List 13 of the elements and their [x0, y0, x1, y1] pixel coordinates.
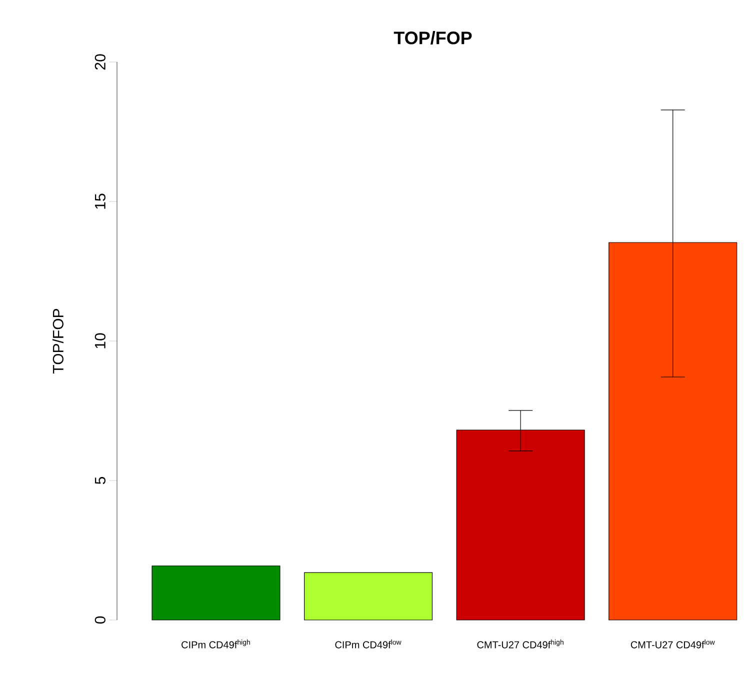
x-tick-label: CMT-U27 CD49f$^{low}$ [630, 640, 715, 648]
x-tick-label: CMT-U27 CD49f$^{high}$ [477, 640, 564, 648]
y-axis-title: TOP/FOP [52, 309, 64, 374]
y-tick-label: 10 [94, 333, 106, 348]
x-tick-label: CIPm CD49f$^{high}$ [182, 640, 250, 648]
bar [152, 566, 280, 620]
bar [304, 572, 433, 620]
y-tick-label: 0 [94, 616, 106, 624]
y-tick-label: 15 [95, 194, 106, 209]
y-tick-label: 20 [94, 54, 106, 70]
chart-title: TOP/FOP [394, 31, 472, 44]
y-tick-label: 5 [95, 476, 106, 484]
x-tick-label: CIPm CD49f$^{low}$ [335, 640, 402, 648]
